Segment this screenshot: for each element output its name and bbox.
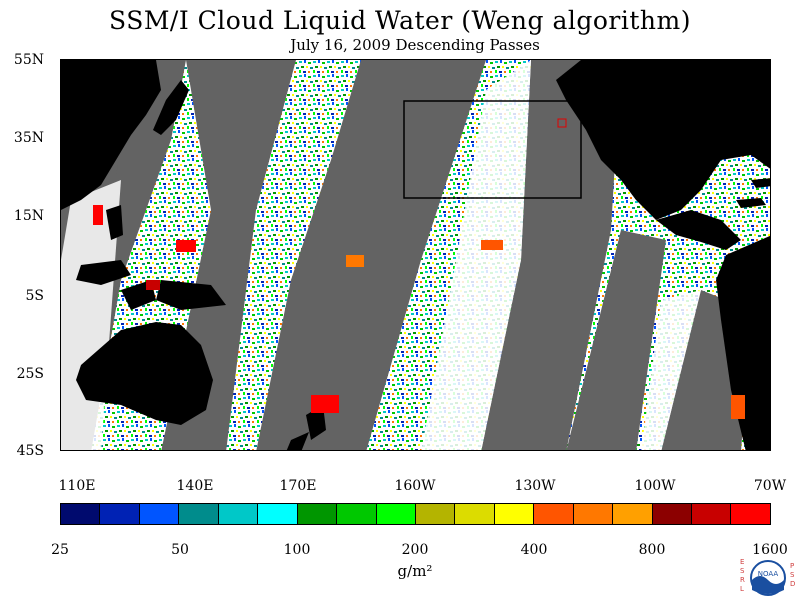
logo-right-text: PSD [790,562,796,588]
colorbar-swatch-7 [336,504,376,524]
colorbar-tick-800: 800 [638,542,666,558]
lon-label-170e: 170E [279,478,317,494]
colorbar-tick-400: 400 [520,542,548,558]
lat-label-45s: 45S [16,443,44,459]
chart-subtitle: July 16, 2009 Descending Passes [290,36,540,54]
colorbar-swatch-3 [178,504,218,524]
colorbar [60,503,771,525]
colorbar-swatch-8 [375,504,415,524]
colorbar-swatch-0 [61,504,100,524]
lon-label-100w: 100W [634,478,676,494]
map-canvas [61,60,770,450]
colorbar-swatch-1 [99,504,139,524]
logo-center-text: NOAA [758,570,779,578]
lat-label-15n: 15N [13,208,44,224]
colorbar-units: g/m² [397,562,433,580]
heavy-cloud-cells [93,205,745,419]
colorbar-swatch-11 [493,504,534,524]
colorbar-swatch-12 [533,504,573,524]
lat-label-35n: 35N [13,130,44,146]
cloud-liquid-water-map [60,59,771,451]
colorbar-swatch-16 [691,504,731,524]
chart-title: SSM/I Cloud Liquid Water (Weng algorithm… [109,6,691,35]
noaa-logo: NOAA ESRL PSD [738,556,798,600]
colorbar-tick-200: 200 [401,542,429,558]
colorbar-swatch-14 [612,504,652,524]
colorbar-swatch-9 [414,504,455,524]
colorbar-swatch-17 [730,504,770,524]
colorbar-swatch-15 [651,504,691,524]
colorbar-swatch-5 [257,504,297,524]
colorbar-swatch-10 [454,504,494,524]
lon-label-110e: 110E [58,478,96,494]
region-box [403,100,582,199]
lon-label-140e: 140E [176,478,214,494]
colorbar-tick-1600: 1600 [752,542,788,558]
colorbar-swatch-2 [138,504,179,524]
lon-label-160w: 160W [394,478,436,494]
lat-label-25s: 25S [16,366,44,382]
land-masses [61,60,770,450]
colorbar-tick-50: 50 [171,542,189,558]
lon-label-130w: 130W [514,478,556,494]
colorbar-swatch-13 [572,504,613,524]
logo-left-text: ESRL [740,558,745,593]
colorbar-tick-25: 25 [51,542,69,558]
colorbar-swatch-6 [296,504,337,524]
site-marker [557,118,567,128]
lon-label-70w: 70W [753,478,787,494]
colorbar-swatch-4 [217,504,258,524]
lat-label-55n: 55N [13,52,44,68]
colorbar-tick-100: 100 [283,542,311,558]
lat-label-5s: 5S [25,288,45,304]
